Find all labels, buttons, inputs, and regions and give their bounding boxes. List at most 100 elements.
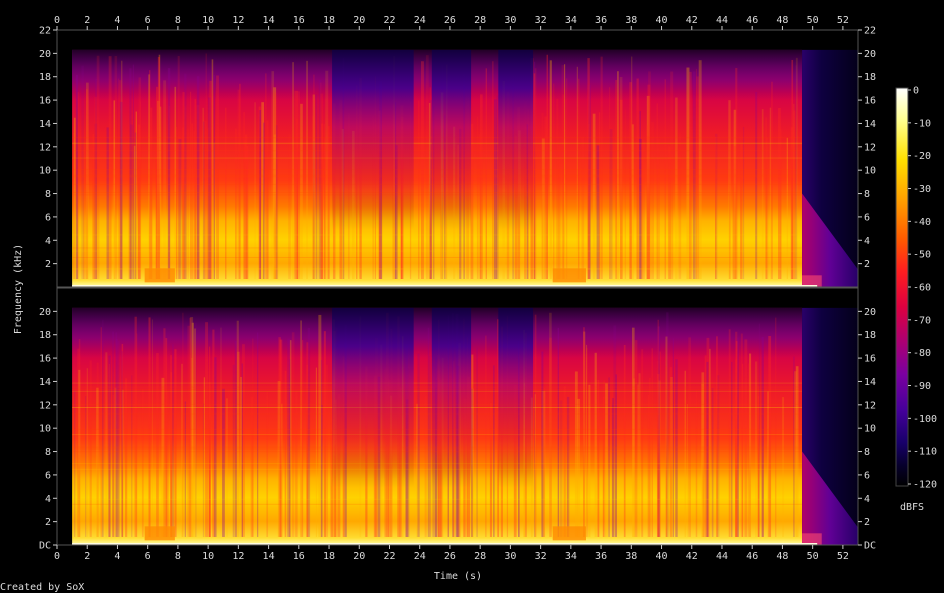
texture-streak (734, 396, 738, 537)
texture-streak (651, 122, 654, 280)
x-tick-label: 14 (263, 551, 275, 562)
texture-streak (77, 348, 80, 537)
texture-streak (553, 83, 555, 279)
texture-streak (112, 331, 115, 537)
x-tick-label: 42 (686, 551, 698, 562)
colorbar-label: dBFS (900, 502, 924, 513)
texture-streak (273, 134, 277, 279)
texture-streak (137, 139, 140, 279)
texture-streak (300, 103, 303, 280)
texture-streak (289, 359, 291, 537)
y-tick-label: 2 (864, 259, 870, 270)
x-tick-label: 28 (474, 551, 486, 562)
texture-streak (588, 384, 591, 537)
texture-streak (193, 131, 195, 279)
texture-streak (583, 327, 585, 537)
texture-streak (634, 340, 638, 537)
y-tick-label: 12 (864, 400, 876, 411)
x-tick-label: 30 (504, 551, 516, 562)
texture-streak (234, 341, 237, 537)
texture-streak (678, 133, 682, 279)
texture-streak (266, 391, 269, 537)
texture-streak (108, 56, 112, 279)
texture-streak (274, 92, 277, 280)
texture-streak (148, 317, 151, 537)
texture-streak (246, 145, 249, 279)
texture-streak (72, 132, 76, 279)
colorbar-tick-label: -110 (913, 447, 937, 458)
x-tick-label: 2 (84, 551, 90, 562)
texture-streak (695, 68, 697, 280)
x-tick-label: 44 (716, 15, 728, 26)
texture-streak (686, 403, 688, 537)
texture-streak (207, 128, 209, 279)
texture-streak (587, 58, 590, 279)
x-tick-label: 10 (202, 551, 214, 562)
texture-streak (564, 64, 566, 279)
texture-streak (292, 62, 294, 280)
texture-streak (318, 79, 322, 279)
texture-streak (134, 316, 137, 537)
texture-streak (735, 67, 738, 279)
texture-streak (138, 77, 142, 280)
texture-streak (237, 89, 240, 279)
texture-streak (583, 331, 586, 537)
x-tick-label: 32 (535, 551, 547, 562)
x-tick-label: 40 (656, 15, 668, 26)
texture-streak (291, 332, 295, 537)
colorbar-tick-label: -100 (913, 414, 937, 425)
x-tick-label: 8 (175, 15, 181, 26)
texture-streak (620, 99, 623, 279)
texture-streak (702, 383, 705, 537)
texture-streak (430, 136, 433, 279)
y-tick-label: 6 (45, 470, 51, 481)
texture-streak (715, 136, 717, 279)
texture-streak (189, 317, 192, 537)
y-tick-label: 4 (45, 236, 51, 247)
x-tick-label: 20 (353, 551, 365, 562)
y-tick-label: 2 (45, 259, 51, 270)
texture-streak (747, 363, 751, 537)
texture-streak (187, 325, 191, 537)
texture-streak (182, 127, 184, 279)
y-tick-label: 4 (45, 494, 51, 505)
y-tick-label: 18 (39, 330, 51, 341)
footer-credit: Created by SoX (0, 582, 84, 593)
texture-streak (429, 99, 432, 279)
texture-streak (771, 81, 773, 280)
texture-streak (168, 105, 171, 279)
texture-streak (203, 377, 205, 537)
panel-frame (56, 287, 859, 546)
texture-streak (289, 340, 292, 537)
texture-streak (86, 82, 89, 279)
texture-streak (711, 388, 714, 537)
y-tick-label: 4 (864, 236, 870, 247)
quiet-passage (431, 307, 472, 565)
texture-streak (786, 137, 788, 279)
x-tick-label: 38 (625, 551, 637, 562)
texture-streak (670, 376, 673, 537)
texture-streak (161, 377, 165, 537)
texture-streak (623, 344, 626, 537)
texture-streak (669, 367, 673, 537)
texture-streak (174, 349, 177, 537)
texture-streak (744, 339, 748, 537)
panel-frame (56, 29, 859, 288)
texture-streak (629, 82, 632, 279)
texture-streak (212, 329, 215, 537)
texture-streak (112, 394, 115, 537)
texture-streak (271, 71, 275, 279)
texture-streak (250, 396, 254, 537)
texture-streak (191, 322, 194, 537)
texture-streak (108, 363, 110, 537)
texture-streak (213, 357, 217, 537)
x-tick-label: 34 (565, 15, 577, 26)
texture-streak (793, 371, 797, 537)
colorbar-tick-label: -60 (913, 283, 931, 294)
texture-streak (190, 317, 194, 537)
texture-streak (558, 145, 561, 279)
texture-streak (330, 390, 334, 537)
texture-streak (717, 375, 720, 537)
x-tick-label: 44 (716, 551, 728, 562)
texture-streak (686, 67, 690, 280)
